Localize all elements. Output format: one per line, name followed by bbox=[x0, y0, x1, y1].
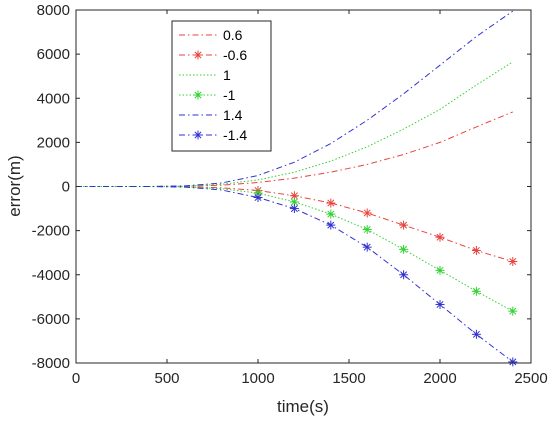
data-point-marker bbox=[289, 191, 299, 201]
legend-item: -0.6 bbox=[179, 47, 247, 63]
data-point-marker bbox=[471, 329, 481, 339]
y-tick-label: 0 bbox=[62, 179, 70, 196]
series-layer bbox=[76, 10, 518, 367]
data-point-marker bbox=[399, 220, 409, 230]
legend-item: -1 bbox=[179, 87, 236, 103]
legend-label: 1 bbox=[223, 67, 231, 83]
legend-marker bbox=[193, 50, 203, 60]
series-line bbox=[76, 61, 514, 187]
legend-label: 1.4 bbox=[223, 107, 243, 123]
legend-marker bbox=[193, 130, 203, 140]
data-point-marker bbox=[471, 245, 481, 255]
legend: 0.6 -0.6 1 -1 1.4 -1.4 bbox=[171, 20, 272, 152]
legend-item: -1.4 bbox=[179, 127, 247, 143]
data-point-marker bbox=[399, 270, 409, 280]
data-point-marker bbox=[362, 225, 372, 235]
x-tick-label: 1500 bbox=[332, 370, 365, 387]
legend-item: 1.4 bbox=[179, 107, 243, 123]
data-point-marker bbox=[435, 232, 445, 242]
y-tick-label: 6000 bbox=[37, 46, 70, 63]
x-axis-ticks: 0 500 1000 1500 2000 2500 bbox=[72, 10, 548, 387]
data-point-marker bbox=[362, 208, 372, 218]
y-tick-label: 4000 bbox=[37, 90, 70, 107]
plot-area bbox=[76, 10, 531, 363]
data-point-marker bbox=[326, 198, 336, 208]
legend-label: 0.6 bbox=[223, 27, 243, 43]
legend-label: -0.6 bbox=[223, 47, 247, 63]
data-point-marker bbox=[471, 286, 481, 296]
data-point-marker bbox=[508, 357, 518, 367]
x-tick-label: 2000 bbox=[423, 370, 456, 387]
x-tick-label: 500 bbox=[154, 370, 179, 387]
y-tick-label: 8000 bbox=[37, 2, 70, 19]
data-point-marker bbox=[508, 306, 518, 316]
y-tick-label: -2000 bbox=[32, 223, 70, 240]
legend-label: -1.4 bbox=[223, 127, 247, 143]
series-1 bbox=[76, 61, 514, 187]
y-tick-label: 2000 bbox=[37, 134, 70, 151]
x-axis-label: time(s) bbox=[277, 397, 329, 416]
data-point-marker bbox=[362, 242, 372, 252]
x-tick-label: 0 bbox=[72, 370, 80, 387]
data-point-marker bbox=[253, 193, 263, 203]
legend-item: 0.6 bbox=[179, 27, 243, 43]
data-point-marker bbox=[289, 204, 299, 214]
x-tick-label: 1000 bbox=[241, 370, 274, 387]
legend-box bbox=[171, 20, 272, 152]
data-point-marker bbox=[399, 244, 409, 254]
series--1.4 bbox=[76, 186, 518, 367]
data-point-marker bbox=[508, 257, 518, 267]
data-point-marker bbox=[326, 220, 336, 230]
data-point-marker bbox=[326, 209, 336, 219]
data-point-marker bbox=[435, 265, 445, 275]
legend-item: 1 bbox=[179, 67, 231, 83]
y-axis-label: error(m) bbox=[5, 155, 24, 216]
y-tick-label: -6000 bbox=[32, 311, 70, 328]
legend-marker bbox=[193, 90, 203, 100]
y-axis-ticks: -8000 -6000 -4000 -2000 0 2000 4000 6000 8000 bbox=[32, 2, 531, 372]
data-point-marker bbox=[435, 300, 445, 310]
x-tick-label: 2500 bbox=[514, 370, 547, 387]
y-tick-label: -8000 bbox=[32, 355, 70, 372]
legend-label: -1 bbox=[223, 87, 236, 103]
y-tick-label: -4000 bbox=[32, 267, 70, 284]
